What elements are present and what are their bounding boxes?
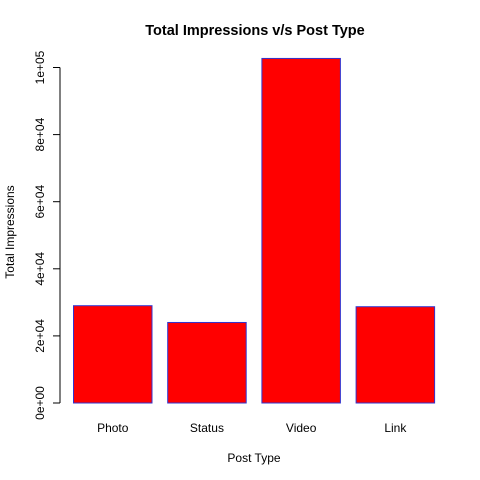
- x-tick-label-status: Status: [190, 421, 224, 435]
- y-axis-ticks: 0e+00 2e+04 4e+04 6e+04 8e+04 1e+05: [33, 50, 60, 420]
- bar-status: [167, 321, 247, 404]
- y-tick-label: 1e+05: [33, 50, 47, 84]
- bars: [73, 57, 436, 404]
- x-tick-label-link: Link: [384, 421, 407, 435]
- bar-video: [261, 57, 341, 404]
- y-tick-label: 2e+04: [33, 319, 47, 353]
- y-axis-label: Total Impressions: [3, 185, 17, 278]
- x-tick-label-photo: Photo: [97, 421, 129, 435]
- x-tick-label-video: Video: [286, 421, 317, 435]
- y-tick-label: 0e+00: [33, 386, 47, 420]
- x-axis-tick-labels: Photo Status Video Link: [97, 421, 407, 435]
- y-tick-label: 6e+04: [33, 185, 47, 219]
- y-tick-label: 8e+04: [33, 117, 47, 151]
- chart-title: Total Impressions v/s Post Type: [145, 23, 364, 39]
- x-axis-label: Post Type: [227, 451, 280, 465]
- y-tick-label: 4e+04: [33, 252, 47, 286]
- bar-photo: [73, 305, 153, 404]
- bar-link: [355, 306, 436, 404]
